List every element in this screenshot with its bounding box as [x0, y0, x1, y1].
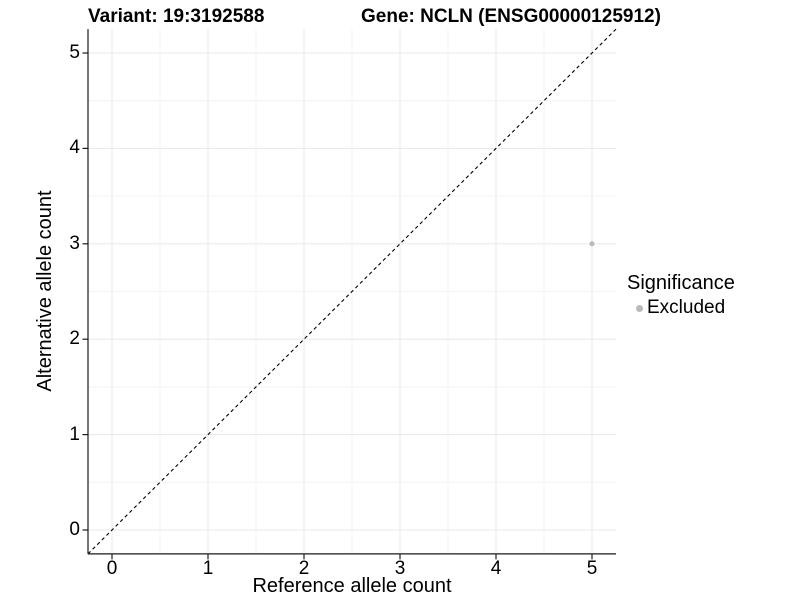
- x-tick-label: 1: [202, 558, 214, 579]
- y-tick-label: 4: [69, 137, 80, 159]
- legend-entry-excluded: Excluded: [627, 296, 735, 320]
- y-tick-label: 3: [69, 232, 80, 254]
- y-tick-label: 0: [69, 519, 80, 540]
- x-tick-label: 4: [490, 558, 502, 579]
- x-tick-label: 0: [106, 558, 118, 579]
- legend-key: [627, 296, 651, 320]
- minor-gridlines: [88, 29, 616, 554]
- axis-lines: [87, 29, 616, 555]
- y-tick-label: 1: [69, 423, 80, 445]
- data-points: [589, 241, 595, 247]
- excluded-point-icon: [635, 304, 643, 312]
- legend-entry-label: Excluded: [647, 297, 726, 318]
- legend: Significance Excluded: [627, 272, 735, 320]
- legend-title: Significance: [627, 272, 735, 294]
- axis-tick-marks: [82, 52, 593, 560]
- variant-title: Variant: 19:3192588: [88, 6, 265, 27]
- scatter-point: [589, 241, 595, 247]
- y-tick-label: 5: [69, 42, 80, 63]
- identity-reference-line: [87, 28, 617, 555]
- y-axis-title: Alternative allele count: [34, 190, 56, 392]
- x-tick-label: 2: [298, 558, 310, 579]
- x-tick-label: 3: [394, 558, 406, 579]
- gene-title: Gene: NCLN (ENSG00000125912): [361, 6, 661, 27]
- y-tick-label: 2: [69, 328, 80, 350]
- major-gridlines: [88, 29, 616, 554]
- x-axis-title: Reference allele count: [252, 575, 452, 597]
- x-tick-label: 5: [586, 558, 598, 579]
- dashed-identity-line: [87, 28, 617, 555]
